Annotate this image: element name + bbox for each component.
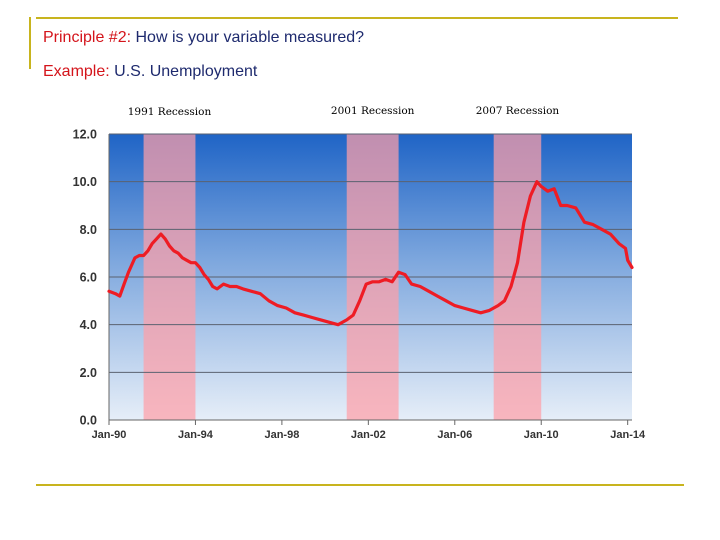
principle-heading: Principle #2: How is your variable measu… [43, 29, 364, 47]
y-tick-label: 4.0 [80, 318, 97, 332]
series [107, 180, 634, 327]
x-tick-label: Jan-98 [264, 429, 299, 441]
x-tick-label: Jan-14 [610, 429, 646, 441]
top-rule [36, 17, 678, 19]
x-tick-label: Jan-02 [351, 429, 386, 441]
principle-prefix: Principle #2: [43, 29, 132, 46]
y-tick-label: 8.0 [80, 223, 97, 237]
labels: 1991 Recession 2001 Recession 2007 Recessi… [128, 105, 560, 118]
left-rule [29, 17, 31, 69]
x-tick-label: Jan-06 [437, 429, 472, 441]
y-tick-label: 0.0 [80, 414, 97, 428]
example-heading: Example: U.S. Unemployment [43, 63, 257, 81]
example-text: U.S. Unemployment [114, 63, 258, 80]
axes: 0.0 2.0 4.0 6.0 8.0 10.0 12.0 Jan-90 Jan-94 Jan-9… [73, 128, 646, 442]
example-prefix: Example: [43, 63, 110, 80]
bottom-rule [36, 484, 684, 486]
x-tick-label: Jan-10 [524, 429, 559, 441]
y-tick-label: 6.0 [80, 271, 97, 285]
y-tick-label: 10.0 [73, 175, 97, 189]
x-tick-label: Jan-94 [178, 429, 214, 441]
principle-text: How is your variable measured? [135, 29, 365, 46]
y-tick-label: 2.0 [80, 366, 97, 380]
recession-label: 1991 Recession [128, 106, 212, 118]
recession-label: 2001 Recession [331, 105, 415, 117]
y-tick-label: 12.0 [73, 128, 97, 142]
x-tick-label: Jan-90 [92, 429, 127, 441]
recession-label: 2007 Recession [476, 105, 560, 117]
unemployment-series-line [107, 180, 634, 327]
